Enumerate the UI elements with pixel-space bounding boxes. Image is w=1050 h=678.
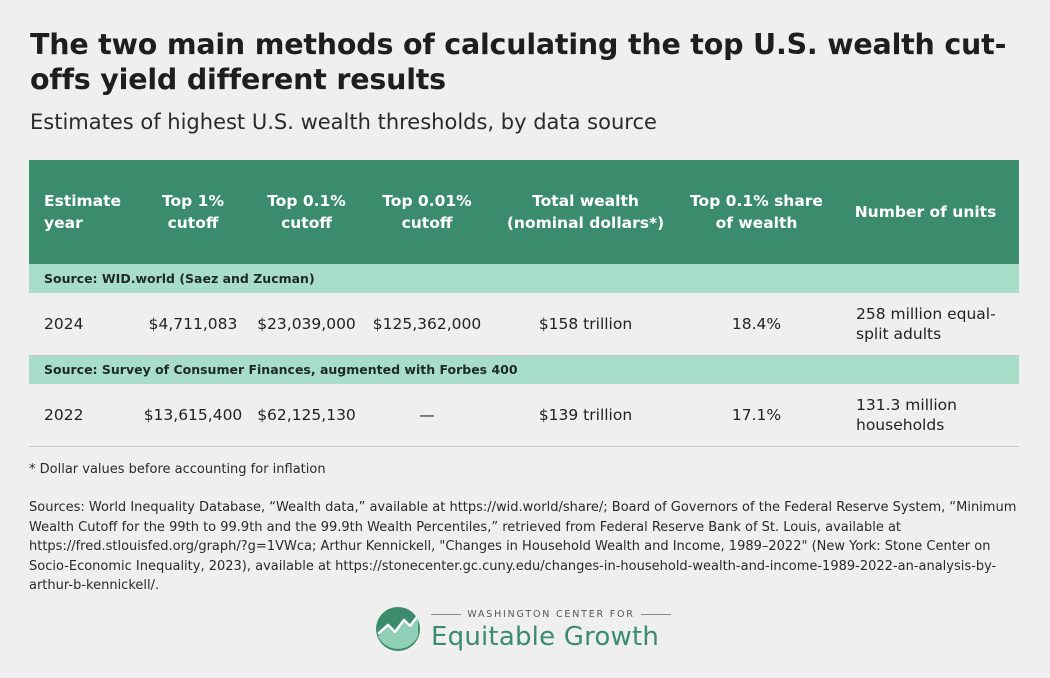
cell-units: 258 million equal-split adults (832, 293, 1019, 356)
cell-units: 131.3 million households (832, 384, 1019, 447)
source-label: Source: WID.world (Saez and Zucman) (29, 264, 1019, 293)
cell-total-wealth: $158 trillion (490, 293, 681, 356)
cell-top01: $62,125,130 (249, 384, 364, 447)
logo-rule-right (640, 613, 671, 615)
logo-rule-left (431, 613, 462, 615)
column-header-top01: Top 0.1% cutoff (249, 160, 364, 264)
cell-top1: $13,615,400 (137, 384, 249, 447)
logo-main-text: Equitable Growth (431, 622, 660, 652)
source-band-row: Source: Survey of Consumer Finances, aug… (29, 355, 1019, 384)
column-header-year: Estimate year (29, 160, 137, 264)
cell-share: 17.1% (681, 384, 832, 447)
chart-subtitle: Estimates of highest U.S. wealth thresho… (30, 110, 657, 134)
cell-year: 2022 (29, 384, 137, 447)
cell-total-wealth: $139 trillion (490, 384, 681, 447)
logo-top-line: WASHINGTON CENTER FOR (431, 607, 671, 621)
data-table-wrapper: Estimate year Top 1% cutoff Top 0.1% cut… (29, 160, 1019, 447)
column-header-top1: Top 1% cutoff (137, 160, 249, 264)
table-header-row: Estimate year Top 1% cutoff Top 0.1% cut… (29, 160, 1019, 264)
column-header-share: Top 0.1% share of wealth (681, 160, 832, 264)
source-band-row: Source: WID.world (Saez and Zucman) (29, 264, 1019, 293)
table-row: 2022 $13,615,400 $62,125,130 — $139 tril… (29, 384, 1019, 447)
chart-title: The two main methods of calculating the … (30, 28, 1007, 96)
cell-top01: $23,039,000 (249, 293, 364, 356)
source-label: Source: Survey of Consumer Finances, aug… (29, 355, 1019, 384)
cell-top001: $125,362,000 (364, 293, 490, 356)
column-header-units: Number of units (832, 160, 1019, 264)
cell-top001: — (364, 384, 490, 447)
logo-top-text: WASHINGTON CENTER FOR (467, 608, 635, 620)
sources-note: Sources: World Inequality Database, “Wea… (29, 500, 1017, 593)
footnote: * Dollar values before accounting for in… (29, 462, 326, 477)
wealth-threshold-table: Estimate year Top 1% cutoff Top 0.1% cut… (29, 160, 1019, 447)
organization-logo: WASHINGTON CENTER FOR Equitable Growth (375, 604, 675, 654)
table-row: 2024 $4,711,083 $23,039,000 $125,362,000… (29, 293, 1019, 356)
cell-share: 18.4% (681, 293, 832, 356)
cell-top1: $4,711,083 (137, 293, 249, 356)
column-header-top001: Top 0.01% cutoff (364, 160, 490, 264)
equitable-growth-logo-icon (376, 607, 420, 651)
column-header-total-wealth: Total wealth (nominal dollars*) (490, 160, 681, 264)
cell-year: 2024 (29, 293, 137, 356)
